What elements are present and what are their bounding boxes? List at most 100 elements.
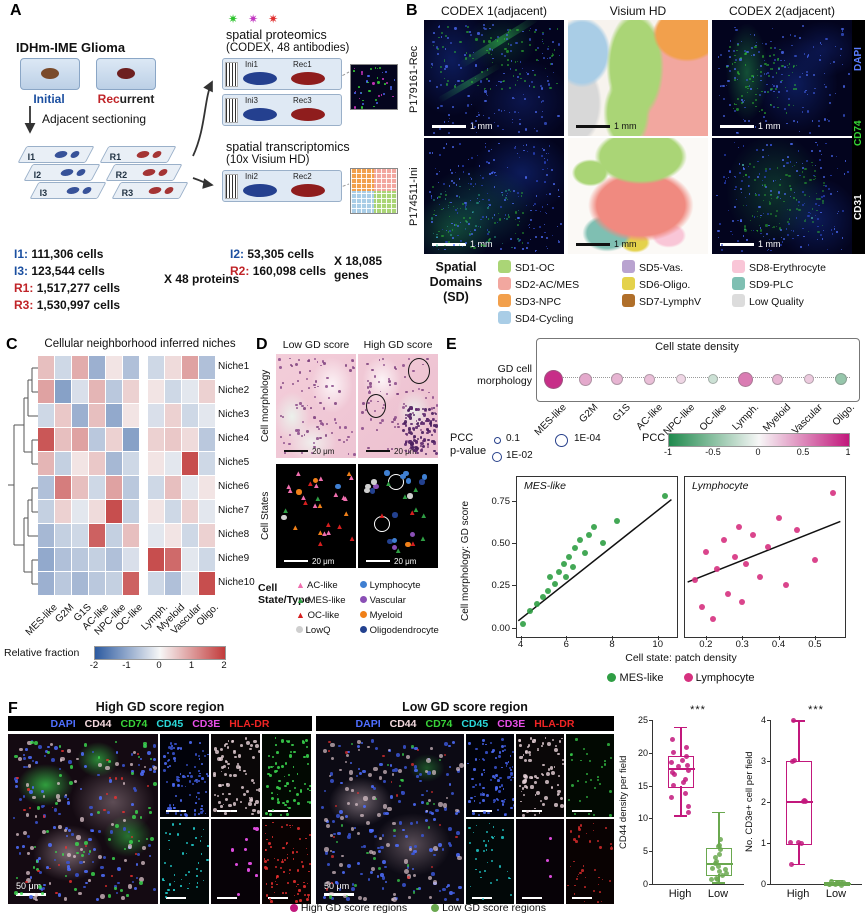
speckle [489,173,491,175]
slide-section-label: Rec3 [293,96,312,105]
cell-state-label: AC-like [307,580,338,591]
speckle [313,357,317,361]
speckle [447,231,450,233]
speckle [47,842,52,847]
data-point [788,862,794,868]
scatter-point [710,616,717,623]
speckle [167,889,170,892]
speckle [764,167,768,171]
speckle [734,61,736,64]
speckle [771,68,773,70]
speckle [489,27,491,30]
cell-triangle-marker: ▲ [316,538,325,548]
speckle [59,759,62,762]
cell-circle-marker [403,470,409,477]
speckle [378,358,381,361]
speckle [152,744,157,748]
heatmap-cell [38,524,54,547]
cell-state-legend-item: ▲ MES-like [296,595,346,606]
speckle [432,418,436,422]
speckle [274,736,277,739]
speckle [610,845,613,848]
speckle [275,786,279,790]
speckle [432,428,436,432]
speckle [305,377,308,380]
speckle [540,799,543,802]
speckle [316,425,319,429]
speckle [265,883,268,885]
speckle [278,779,281,782]
cell-circle-marker [364,487,370,494]
speckle [402,883,407,888]
speckle [593,869,597,872]
visium-p174511-image: 1 mm [568,138,708,254]
speckle [818,125,820,127]
speckle [512,202,514,205]
speckle [716,194,719,197]
speckle [547,159,549,161]
speckle [332,870,336,875]
speckle [287,741,290,744]
speckle [477,244,479,246]
speckle [488,206,490,208]
cell-states-low-gd: 20 μm ▲ ▲ ▲ ▲ ▲ ▲ ▲ ▲ ▲ ▲ ▲ ▲ ▲ ▲ ▲ ▲ ▲ ▲ ▲ ▲ ▲ ▲ ▲ ▲ ▲ ▲ [276,464,356,568]
speckle [435,46,438,49]
speckle [758,110,760,112]
x-tick-label: Low [825,888,847,900]
speckle [501,800,504,802]
speckle [430,195,433,197]
speckle [244,837,249,842]
speckle [781,64,784,68]
speckle [471,157,474,160]
data-point [709,865,715,871]
scatter-frame-mes [516,476,678,638]
speckle [490,859,493,863]
speckle [741,250,743,252]
speckle [557,752,560,756]
speckle [769,200,771,202]
cell-triangle-marker: ▲ [316,527,325,537]
speckle [753,54,755,56]
speckle [781,241,784,243]
heatmap-cell [148,572,164,595]
speckle [557,784,559,786]
speckle [165,891,168,895]
speckle [270,765,273,768]
colorbar-tick-label: 0 [156,660,162,671]
legend-dot-icon [290,904,298,912]
heatmap-cell [148,380,164,403]
speckle [515,218,517,220]
speckle [115,751,119,754]
speckle [205,791,208,794]
speckle [284,804,287,807]
dot-plot-x-label: Lymph. [730,402,761,433]
speckle [437,182,440,184]
specimen-initial [41,68,59,79]
cell-circle-marker [407,493,413,499]
speckle [759,70,763,74]
speckle [439,170,441,172]
speckle [518,156,521,159]
speckle [377,381,380,384]
speckle [736,49,738,52]
speckle [200,807,203,811]
speckle [452,741,456,745]
speckle [528,750,532,754]
speckle [280,739,284,743]
colorbar-label: Relative fraction [4,647,80,659]
speckle [820,211,822,213]
speckle [760,214,762,217]
speckle [739,188,742,191]
speckle [789,34,792,36]
data-point [683,790,689,796]
speckle [449,234,452,236]
speckle [267,766,271,769]
speckle [274,769,277,773]
speckle [483,811,486,814]
speckle [42,815,45,818]
speckle [470,122,473,124]
speckle [478,813,480,816]
speckle [489,741,493,745]
speckle [275,883,278,886]
speckle [475,228,477,231]
